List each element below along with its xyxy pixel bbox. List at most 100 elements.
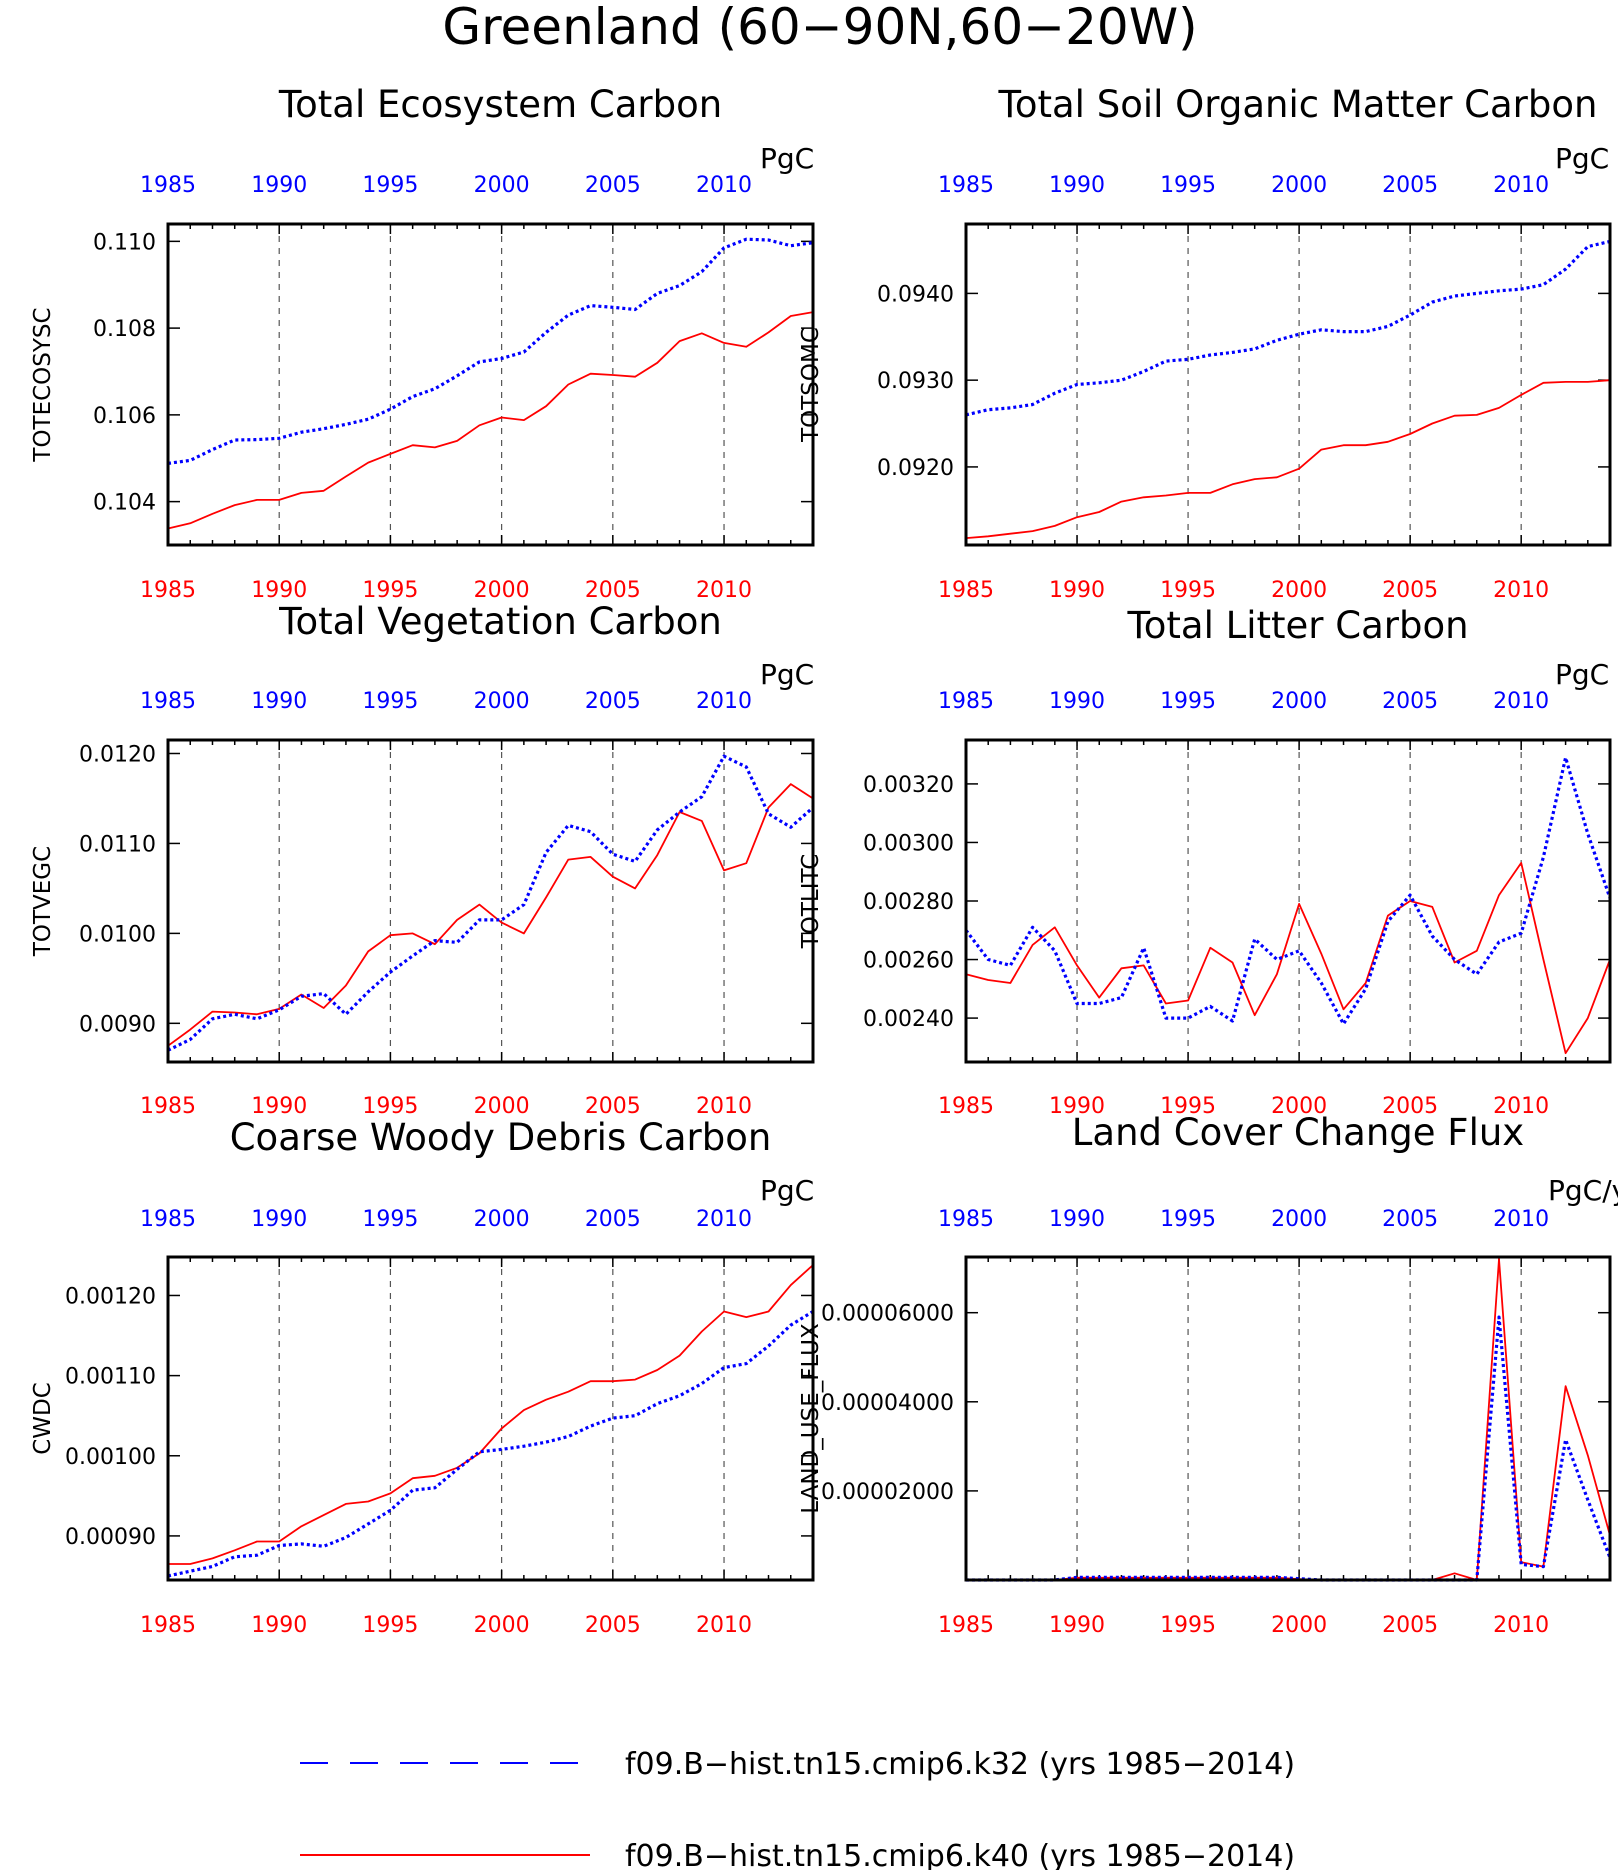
panel-title: Coarse Woody Debris Carbon — [230, 1116, 772, 1159]
series-line-k32 — [167, 237, 814, 465]
x-tick-label-bottom: 2000 — [474, 1613, 530, 1638]
legend-label-k32: f09.B−hist.tn15.cmip6.k32 (yrs 1985−2014… — [625, 1747, 1295, 1782]
x-tick-label-top: 1995 — [1160, 1207, 1216, 1232]
x-tick-label-top: 2010 — [696, 173, 752, 198]
series-line-k40 — [965, 862, 1611, 1055]
x-tick-label-bottom: 1995 — [362, 578, 418, 603]
x-tick-label-top: 2010 — [696, 689, 752, 714]
x-tick-label-bottom: 1995 — [362, 1094, 418, 1119]
y-tick-label: 0.00280 — [863, 890, 954, 915]
x-tick-label-top: 2005 — [585, 1207, 641, 1232]
x-tick-label-top: 1990 — [1049, 689, 1105, 714]
x-tick-label-bottom: 2000 — [1271, 1094, 1327, 1119]
y-tick-label: 0.00004000 — [821, 1391, 954, 1416]
plot-frame — [166, 738, 815, 1064]
x-tick-label-bottom: 2000 — [474, 1094, 530, 1119]
series-line-k40 — [966, 1258, 1611, 1581]
y-axis-label: CWDC — [30, 1382, 56, 1455]
x-tick-label-bottom: 1990 — [251, 1613, 307, 1638]
series-line-k40 — [965, 379, 1611, 539]
y-tick-label: 0.00320 — [863, 773, 954, 798]
x-tick-label-bottom: 1990 — [1049, 1613, 1105, 1638]
panel-title: Total Vegetation Carbon — [278, 600, 722, 643]
panel-title: Total Ecosystem Carbon — [278, 83, 722, 126]
panel-total-vegetation-carbon: Total Vegetation Carbon PgC 1985 1985 1990 19… — [30, 600, 815, 1119]
y-tick-label: 0.0920 — [877, 456, 954, 481]
x-tick-label-bottom: 2005 — [585, 578, 641, 603]
x-tick-label-bottom: 1995 — [362, 1613, 418, 1638]
panel-land-cover-change-flux: Land Cover Change Flux PgC/y 1985 1985 1990 1… — [798, 1111, 1618, 1638]
units-label: PgC — [760, 1174, 814, 1207]
units-label: PgC — [760, 658, 814, 691]
x-tick-label-top: 1995 — [1160, 173, 1216, 198]
x-tick-label-top: 1995 — [362, 689, 418, 714]
y-axis-label: LAND_USE_FLUX — [798, 1323, 824, 1514]
x-tick-label-bottom: 2000 — [474, 578, 530, 603]
plot-frame — [964, 738, 1612, 1064]
y-tick-label: 0.0930 — [877, 369, 954, 394]
x-tick-label-bottom: 1985 — [938, 578, 994, 603]
x-tick-label-top: 2000 — [474, 1207, 530, 1232]
x-tick-label-bottom: 1985 — [140, 1613, 196, 1638]
x-tick-label-top: 1990 — [251, 689, 307, 714]
x-tick-label-top: 1990 — [251, 173, 307, 198]
series-line-k40 — [167, 311, 814, 530]
x-tick-label-top: 2005 — [1382, 689, 1438, 714]
y-tick-label: 0.110 — [93, 230, 156, 255]
y-tick-label: 0.00100 — [65, 1445, 156, 1470]
x-tick-label-top: 2000 — [1271, 173, 1327, 198]
x-tick-label-bottom: 1990 — [251, 578, 307, 603]
x-tick-label-bottom: 2010 — [1493, 1613, 1549, 1638]
y-tick-label: 0.104 — [93, 491, 156, 516]
x-tick-label-top: 2010 — [696, 1207, 752, 1232]
x-tick-label-bottom: 1985 — [140, 1094, 196, 1119]
x-tick-label-top: 2005 — [585, 173, 641, 198]
y-tick-label: 0.00300 — [863, 831, 954, 856]
panel-total-soil-organic-matter-carbon: Total Soil Organic Matter Carbon PgC 1985 1… — [798, 83, 1612, 603]
units-label: PgC/y — [1548, 1174, 1618, 1207]
figure-title: Greenland (60−90N,60−20W) — [442, 0, 1197, 56]
panel-title: Total Litter Carbon — [1126, 604, 1468, 647]
y-axis-label: TOTVEGC — [30, 846, 56, 957]
x-tick-label-top: 1990 — [1049, 1207, 1105, 1232]
series-line-k32 — [964, 755, 1612, 1026]
x-tick-label-top: 2010 — [1493, 173, 1549, 198]
x-tick-label-bottom: 1990 — [1049, 578, 1105, 603]
x-tick-label-bottom: 1985 — [938, 1613, 994, 1638]
y-axis-label: TOTSOMC — [798, 327, 824, 443]
plot-frame — [964, 1255, 1612, 1582]
x-tick-label-top: 2005 — [1382, 1207, 1438, 1232]
x-tick-label-top: 1985 — [938, 689, 994, 714]
x-tick-label-top: 2010 — [1493, 1207, 1549, 1232]
y-tick-label: 0.00002000 — [821, 1480, 954, 1505]
y-axis-label: TOTLITC — [798, 854, 824, 950]
y-tick-label: 0.0090 — [79, 1012, 156, 1037]
plot-frame — [166, 1255, 815, 1582]
x-tick-label-bottom: 2000 — [1271, 1613, 1327, 1638]
plot-frame — [964, 222, 1612, 547]
panels: Total Ecosystem Carbon PgC 1985 1985 1990 199… — [30, 83, 1618, 1638]
x-tick-label-bottom: 2010 — [696, 1613, 752, 1638]
x-tick-label-top: 1985 — [938, 173, 994, 198]
series-line-k32 — [167, 1310, 814, 1578]
panel-coarse-woody-debris-carbon: Coarse Woody Debris Carbon PgC 1985 1985 199… — [30, 1116, 815, 1638]
panel-total-litter-carbon: Total Litter Carbon PgC 1985 1985 1990 1990 19… — [798, 604, 1612, 1119]
x-tick-label-bottom: 1990 — [251, 1094, 307, 1119]
x-tick-label-top: 2000 — [1271, 689, 1327, 714]
x-tick-label-top: 2000 — [1271, 1207, 1327, 1232]
y-tick-label: 0.00240 — [863, 1007, 954, 1032]
x-tick-label-top: 2010 — [1493, 689, 1549, 714]
x-tick-label-top: 1985 — [140, 1207, 196, 1232]
x-tick-label-bottom: 1990 — [1049, 1094, 1105, 1119]
x-tick-label-top: 2005 — [585, 689, 641, 714]
x-tick-label-bottom: 2010 — [696, 1094, 752, 1119]
x-tick-label-bottom: 1995 — [1160, 578, 1216, 603]
x-tick-label-bottom: 2000 — [1271, 578, 1327, 603]
series-line-k40 — [168, 1264, 814, 1565]
y-tick-label: 0.00120 — [65, 1284, 156, 1309]
x-tick-label-bottom: 2010 — [696, 578, 752, 603]
x-tick-label-top: 1990 — [251, 1207, 307, 1232]
series-line-k32 — [965, 239, 1611, 417]
series-line-k40 — [167, 783, 814, 1047]
